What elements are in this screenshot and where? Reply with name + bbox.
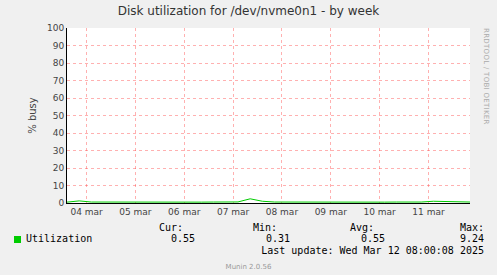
- svg-text:% busy: % busy: [27, 97, 38, 134]
- svg-text:09 mar: 09 mar: [315, 207, 348, 217]
- svg-text:40: 40: [53, 128, 65, 138]
- svg-text:10 mar: 10 mar: [363, 207, 396, 217]
- svg-text:30: 30: [53, 146, 65, 156]
- svg-text:08 mar: 08 mar: [266, 207, 299, 217]
- svg-text:90: 90: [53, 41, 65, 51]
- html-text:RRDTOOL / TOBI OETIKER: RRDTOOL / TOBI OETIKER: [482, 28, 490, 125]
- svg-text:Disk utilization for /dev/nvme: Disk utilization for /dev/nvme0n1 - by w…: [118, 4, 380, 18]
- html-text:0.31: 0.31: [265, 233, 290, 244]
- svg-text:0: 0: [58, 198, 64, 208]
- html-text:Min:: Min:: [252, 222, 277, 233]
- svg-text:100: 100: [47, 23, 64, 33]
- svg-text:80: 80: [53, 58, 65, 68]
- svg-text:07 mar: 07 mar: [217, 207, 250, 217]
- html-text:Avg:: Avg:: [349, 222, 374, 233]
- svg-text:70: 70: [53, 76, 65, 86]
- svg-text:04 mar: 04 mar: [70, 207, 103, 217]
- svg-text:50: 50: [53, 111, 65, 121]
- svg-text:06 mar: 06 mar: [168, 207, 201, 217]
- svg-text:11 mar: 11 mar: [412, 207, 445, 217]
- svg-text:10: 10: [53, 181, 65, 191]
- html-text:Munin 2.0.56: Munin 2.0.56: [225, 263, 272, 271]
- html-text:0.55: 0.55: [170, 233, 195, 244]
- svg-text:05 mar: 05 mar: [119, 207, 152, 217]
- svg-text:60: 60: [53, 93, 65, 103]
- svg-text:20: 20: [53, 163, 65, 173]
- html-text:Cur:: Cur:: [158, 222, 183, 233]
- html-text:9.24: 9.24: [459, 233, 484, 244]
- html-text:Max:: Max:: [459, 222, 484, 233]
- html-text:0.55: 0.55: [360, 233, 385, 244]
- html-text:Utilization: Utilization: [26, 233, 93, 244]
- html-text:Last update: Wed Mar 12 08:00:: Last update: Wed Mar 12 08:00:08 2025: [261, 245, 484, 256]
